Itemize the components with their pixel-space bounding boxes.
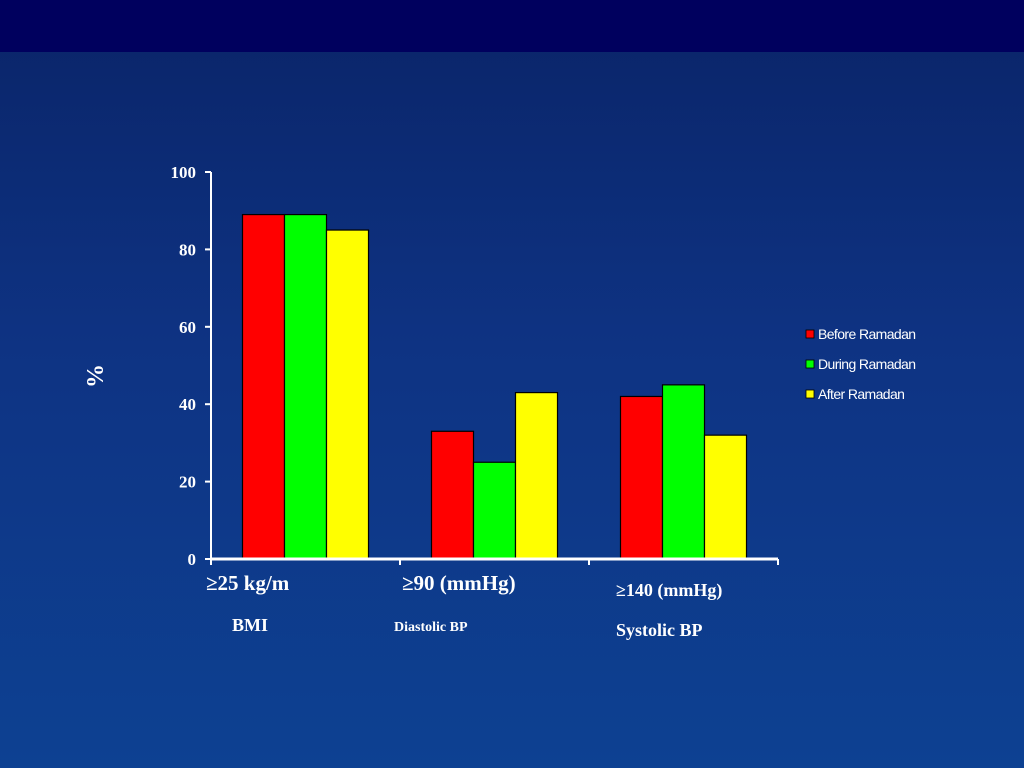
bar-during-ramadan-diastolic-bp xyxy=(472,461,517,560)
y-axis-label: % xyxy=(83,364,109,388)
bar-during-ramadan-systolic-bp xyxy=(661,384,706,560)
bars xyxy=(241,213,748,560)
y-tick-label: 100 xyxy=(171,163,197,182)
legend-swatch xyxy=(805,329,815,339)
y-tick-label: 40 xyxy=(179,395,196,414)
x-axis xyxy=(210,557,779,565)
bar-after-ramadan-bmi xyxy=(325,229,370,560)
y-tick-label: 0 xyxy=(188,550,197,569)
bar-before-ramadan-diastolic-bp xyxy=(430,430,475,560)
y-tick-label: 60 xyxy=(179,318,196,337)
legend-label: During Ramadan xyxy=(818,356,915,372)
legend-swatch xyxy=(805,389,815,399)
y-tick-label: 20 xyxy=(179,473,196,492)
bar-after-ramadan-diastolic-bp xyxy=(514,391,559,560)
category-name-systolic: Systolic BP xyxy=(616,620,703,640)
category-threshold-bmi: ≥25 kg/m xyxy=(206,571,290,595)
bar-before-ramadan-bmi xyxy=(241,213,286,560)
bar-during-ramadan-bmi xyxy=(283,213,328,560)
category-threshold-systolic: ≥140 (mmHg) xyxy=(616,580,723,600)
legend-label: After Ramadan xyxy=(818,386,904,402)
legend-swatch xyxy=(805,359,815,369)
y-tick-label: 80 xyxy=(179,240,196,259)
legend-label: Before Ramadan xyxy=(818,326,915,342)
category-name-bmi: BMI xyxy=(232,615,268,635)
bar-after-ramadan-systolic-bp xyxy=(703,434,748,560)
category-name-diastolic: Diastolic BP xyxy=(394,620,468,635)
bar-before-ramadan-systolic-bp xyxy=(619,395,664,560)
title-band xyxy=(0,0,1024,52)
legend: Before Ramadan During Ramadan After Ramada… xyxy=(805,326,916,402)
category-threshold-diastolic: ≥90 (mmHg) xyxy=(402,571,516,595)
y-axis: 0 20 40 60 80 100 xyxy=(171,163,212,569)
